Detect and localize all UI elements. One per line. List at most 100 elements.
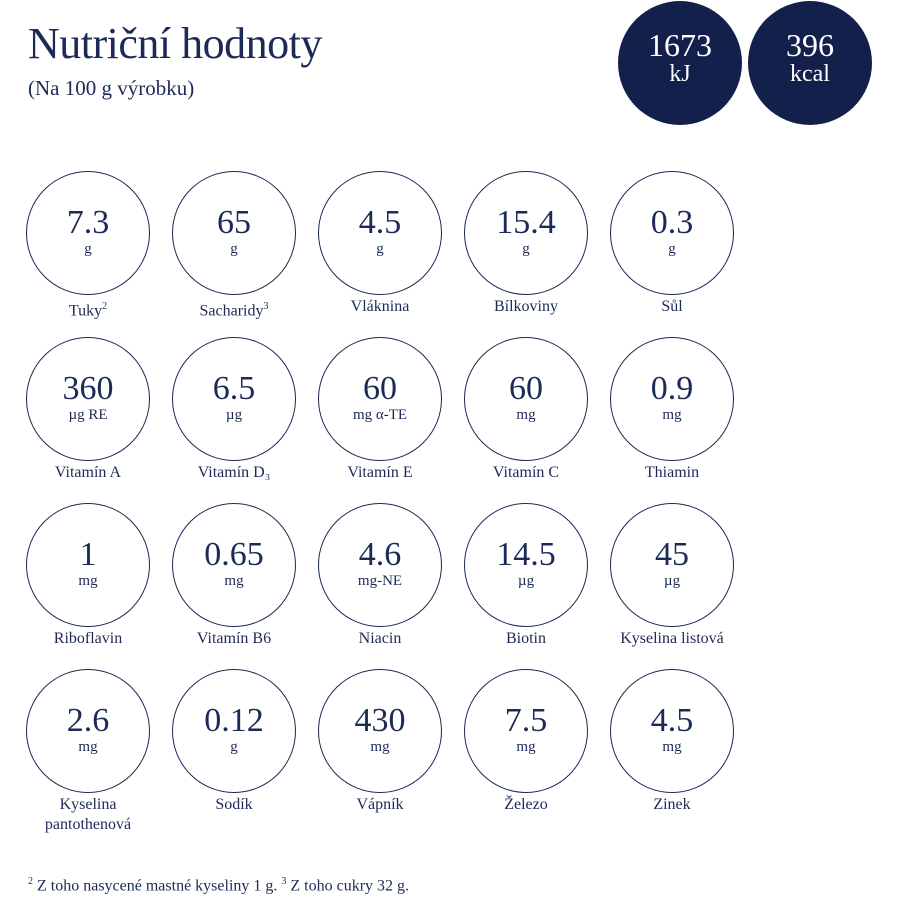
- subtitle: (Na 100 g výrobku): [28, 76, 195, 100]
- nutrient-value: 360: [62, 370, 114, 407]
- footnote-text: Z toho nasycené mastné kyseliny 1 g.: [37, 877, 278, 895]
- label-text: Vápník: [356, 796, 404, 813]
- nutrient-circle: 7.3 g: [26, 171, 150, 295]
- nutrient-label: Sacharidy3: [161, 297, 307, 321]
- nutrient-circle: 2.6 mg: [26, 669, 150, 793]
- nutrient-value: 4.6: [358, 536, 402, 573]
- nutrient-circle: 7.5 mg: [464, 669, 588, 793]
- footnote-ref: 2: [102, 301, 108, 312]
- nutrient-unit: mg: [224, 573, 244, 589]
- nutrient-circle: 430 mg: [318, 669, 442, 793]
- nutrient-value: 7.3: [66, 204, 110, 241]
- nutrient-value: 2.6: [66, 702, 110, 739]
- label-text: Sacharidy: [199, 302, 264, 320]
- energy-value: 396: [786, 27, 834, 63]
- label-text: Thiamin: [644, 464, 700, 481]
- nutrient-circle: 65 g: [172, 171, 296, 295]
- label-text: Tuky: [68, 302, 103, 320]
- footnote-mark: 2: [28, 876, 33, 887]
- label-text: Kyselina listová: [620, 630, 724, 647]
- nutrient-circle: 14.5 µg: [464, 503, 588, 627]
- nutrient-label: Zinek: [599, 795, 745, 815]
- nutrient-circle: 4.6 mg-NE: [318, 503, 442, 627]
- nutrient-label: Kyselina pantothenová: [15, 795, 161, 835]
- label-text: Vitamín A: [54, 464, 122, 481]
- nutrient-unit: mg: [516, 739, 536, 755]
- footnote-ref: 3: [263, 301, 269, 312]
- label-text: Železo: [504, 796, 548, 813]
- nutrient-label: Riboflavin: [15, 629, 161, 649]
- nutrient-value: 0.3: [650, 204, 694, 241]
- label-text: Vitamín C: [492, 464, 560, 481]
- label-text: Zinek: [653, 796, 691, 813]
- nutrient-unit: g: [376, 241, 384, 257]
- nutrient-circle: 6.5 µg: [172, 337, 296, 461]
- nutrient-value: 6.5: [212, 370, 256, 407]
- nutrient-circle: 60 mg α-TE: [318, 337, 442, 461]
- nutrient-circle: 4.5 g: [318, 171, 442, 295]
- nutrient-label: Biotin: [453, 629, 599, 649]
- nutrient-circle: 360 µg RE: [26, 337, 150, 461]
- nutrient-label: Kyselina listová: [599, 629, 745, 649]
- nutrient-value: 7.5: [504, 702, 548, 739]
- nutrient-label: Vitamín B6: [161, 629, 307, 649]
- energy-value: 1673: [648, 27, 712, 63]
- nutrient-label: Vitamín A: [15, 463, 161, 483]
- nutrient-value: 0.12: [204, 702, 264, 739]
- nutrient-label: Železo: [453, 795, 599, 815]
- nutrient-label: Sodík: [161, 795, 307, 815]
- nutrient-value: 0.65: [204, 536, 264, 573]
- nutrient-label: Thiamin: [599, 463, 745, 483]
- label-text: Kyselina pantothenová: [44, 796, 132, 833]
- nutrient-circle: 60 mg: [464, 337, 588, 461]
- nutrient-circle: 45 µg: [610, 503, 734, 627]
- nutrient-value: 15.4: [496, 204, 556, 241]
- nutrient-unit: µg: [225, 407, 243, 423]
- nutrient-label: Bílkoviny: [453, 297, 599, 317]
- footnotes: 2 Z toho nasycené mastné kyseliny 1 g. 3…: [28, 876, 409, 895]
- label-text: Vitamín D₃: [197, 464, 271, 481]
- footnote-mark: 3: [281, 876, 287, 887]
- nutrient-circle: 0.3 g: [610, 171, 734, 295]
- nutrient-label: Vitamín C: [453, 463, 599, 483]
- label-text: Bílkoviny: [493, 298, 558, 315]
- nutrient-circle: 4.5 mg: [610, 669, 734, 793]
- nutrient-unit: mg: [78, 739, 98, 755]
- nutrient-label: Vápník: [307, 795, 453, 815]
- nutrient-value: 65: [217, 204, 251, 241]
- energy-badge: 396 kcal: [748, 1, 872, 125]
- nutrient-unit: µg: [663, 573, 681, 589]
- nutrient-unit: mg-NE: [357, 573, 403, 589]
- label-text: Niacin: [358, 630, 402, 647]
- energy-unit: kcal: [790, 61, 830, 87]
- nutrient-value: 0.9: [650, 370, 694, 407]
- nutrient-unit: µg: [517, 573, 535, 589]
- nutrient-value: 4.5: [650, 702, 694, 739]
- nutrient-circle: 15.4 g: [464, 171, 588, 295]
- nutrient-circle: 0.12 g: [172, 669, 296, 793]
- label-text: Vláknina: [350, 298, 410, 315]
- nutrient-unit: mg: [662, 739, 682, 755]
- label-text: Sodík: [215, 796, 253, 813]
- nutrient-circle: 0.65 mg: [172, 503, 296, 627]
- nutrient-value: 60: [363, 370, 397, 407]
- label-text: Riboflavin: [53, 630, 123, 647]
- nutrient-value: 45: [655, 536, 689, 573]
- energy-unit: kJ: [669, 61, 691, 87]
- nutrient-circle: 1 mg: [26, 503, 150, 627]
- nutrient-value: 4.5: [358, 204, 402, 241]
- label-text: Vitamín B6: [196, 630, 272, 647]
- nutrient-label: Sůl: [599, 297, 745, 317]
- nutrient-unit: g: [230, 241, 238, 257]
- nutrient-unit: mg: [516, 407, 536, 423]
- nutrient-label: Vitamín E: [307, 463, 453, 483]
- label-text: Sůl: [661, 298, 683, 315]
- nutrient-unit: g: [668, 241, 676, 257]
- nutrient-unit: mg: [370, 739, 390, 755]
- nutrient-value: 14.5: [496, 536, 556, 573]
- nutrient-label: Niacin: [307, 629, 453, 649]
- nutrient-unit: mg: [78, 573, 98, 589]
- nutrient-label: Vitamín D₃: [161, 463, 307, 483]
- nutrient-unit: g: [230, 739, 238, 755]
